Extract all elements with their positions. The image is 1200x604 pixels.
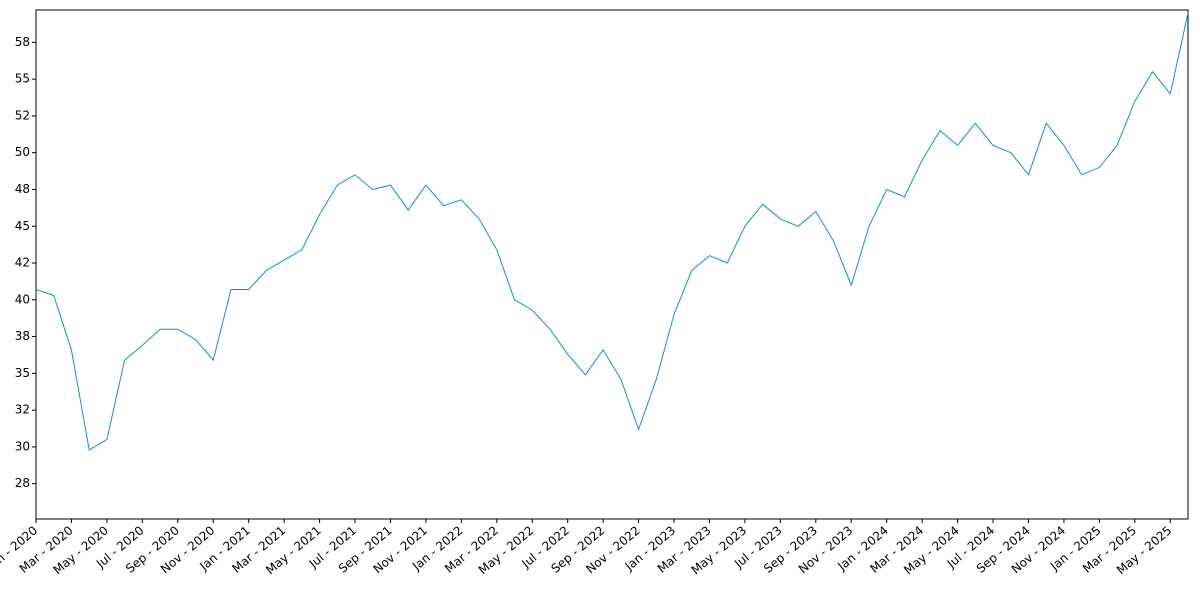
y-tick-label: 32: [15, 403, 30, 417]
y-tick-label: 30: [15, 439, 30, 453]
y-tick-label: 35: [15, 366, 30, 380]
y-tick-label: 55: [15, 72, 30, 86]
y-tick-label: 50: [15, 145, 30, 159]
y-tick-label: 28: [15, 476, 30, 490]
y-tick-label: 58: [15, 35, 30, 49]
y-tick-label: 52: [15, 108, 30, 122]
y-tick-label: 40: [15, 292, 30, 306]
plot-frame: [35, 9, 1189, 520]
y-tick-label: 48: [15, 182, 30, 196]
data-line: [35, 12, 1189, 451]
y-tick-label: 45: [15, 219, 30, 233]
y-tick-label: 42: [15, 256, 30, 270]
y-tick-label: 38: [15, 329, 30, 343]
